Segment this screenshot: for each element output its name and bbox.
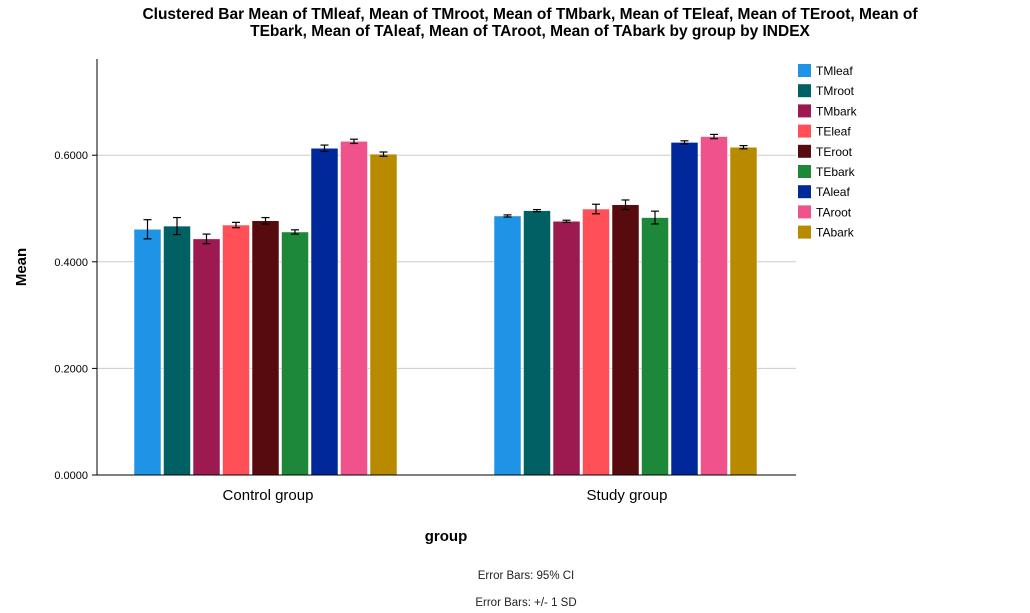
error-bar-tabark-study	[739, 145, 748, 150]
bar-taroot-control	[340, 141, 368, 476]
bar-teleaf-control	[222, 224, 250, 476]
bar-tmbark-control	[192, 238, 221, 476]
chart-title-line-2: TEbark, Mean of TAleaf, Mean of TAroot, …	[250, 23, 810, 40]
bars	[133, 136, 758, 476]
bar-teroot-control	[251, 220, 280, 476]
error-bar-taleaf-control	[320, 144, 329, 153]
y-tick-labels: 0.0000 0.2000 0.4000 0.6000	[54, 150, 88, 482]
error-bar-teleaf-control	[232, 221, 240, 229]
legend-label-tebark: TEbark	[816, 165, 856, 179]
error-bar-tebark-study	[651, 210, 659, 225]
bar-tmleaf-control	[133, 229, 162, 476]
legend-swatch-taleaf	[798, 185, 811, 199]
error-bars	[143, 133, 748, 245]
legend-label-tabark: TAbark	[816, 226, 855, 240]
bar-tabark-study	[729, 146, 758, 476]
footnote-ci: Error Bars: 95% CI	[478, 570, 575, 582]
error-bar-tmleaf-study	[503, 214, 512, 218]
legend-label-tmbark: TMbark	[816, 104, 858, 118]
bar-taleaf-study	[670, 142, 699, 476]
error-bar-taleaf-study	[680, 140, 689, 145]
legend-label-taroot: TAroot	[816, 205, 852, 219]
legend-swatch-taroot	[798, 205, 811, 219]
x-category-label-control: Control group	[223, 487, 314, 504]
bar-tmroot-control	[163, 225, 191, 476]
legend-label-tmleaf: TMleaf	[816, 64, 853, 78]
legend-swatch-tebark	[798, 165, 811, 178]
legend-swatch-teroot	[798, 144, 811, 158]
error-bar-taroot-study	[710, 133, 718, 140]
footnote-sd: Error Bars: +/- 1 SD	[475, 597, 576, 609]
legend-swatch-teleaf	[798, 124, 811, 138]
legend-swatch-tmleaf	[798, 64, 811, 77]
legend: TMleaf TMroot TMbark TEleaf TEroot TEbark TAle…	[798, 64, 858, 240]
error-bar-tmbark-control	[202, 233, 211, 245]
chart-title-line-1: Clustered Bar Mean of TMleaf, Mean of TM…	[142, 6, 918, 23]
x-axis-label: group	[425, 528, 468, 545]
legend-label-teroot: TEroot	[816, 145, 853, 159]
y-tick-label: 0.2000	[54, 363, 88, 375]
error-bar-tmroot-control	[173, 216, 181, 236]
bar-taroot-study	[700, 136, 728, 476]
legend-swatch-tmbark	[798, 104, 811, 118]
bar-tebark-study	[641, 217, 669, 476]
legend-swatch-tmroot	[798, 84, 811, 98]
bar-tebark-control	[281, 231, 309, 476]
bar-taleaf-control	[310, 148, 339, 476]
legend-swatch-tabark	[798, 225, 811, 239]
error-bar-teleaf-study	[592, 203, 600, 215]
bar-teleaf-study	[582, 208, 610, 476]
y-tick-label: 0.0000	[54, 470, 88, 482]
legend-label-tmroot: TMroot	[816, 84, 855, 98]
error-bar-tmbark-study	[562, 219, 571, 223]
legend-label-taleaf: TAleaf	[816, 185, 850, 199]
bar-tmbark-study	[552, 221, 581, 476]
error-bar-tmroot-study	[533, 208, 541, 213]
y-tick-label: 0.6000	[54, 150, 88, 162]
bar-tmroot-study	[523, 210, 551, 476]
error-bar-teroot-control	[261, 216, 270, 225]
bar-tabark-control	[369, 153, 398, 476]
x-category-label-study: Study group	[587, 487, 668, 504]
y-axis-label: Mean	[13, 248, 30, 286]
error-bar-tebark-control	[291, 229, 299, 235]
bar-tmleaf-study	[493, 215, 522, 476]
error-bar-teroot-study	[621, 199, 630, 211]
error-bar-tabark-control	[379, 151, 388, 157]
y-tick-label: 0.4000	[54, 257, 88, 269]
error-bar-tmleaf-control	[143, 219, 152, 240]
error-bar-taroot-control	[350, 138, 358, 145]
bar-teroot-study	[611, 204, 640, 476]
legend-label-teleaf: TEleaf	[816, 125, 851, 139]
